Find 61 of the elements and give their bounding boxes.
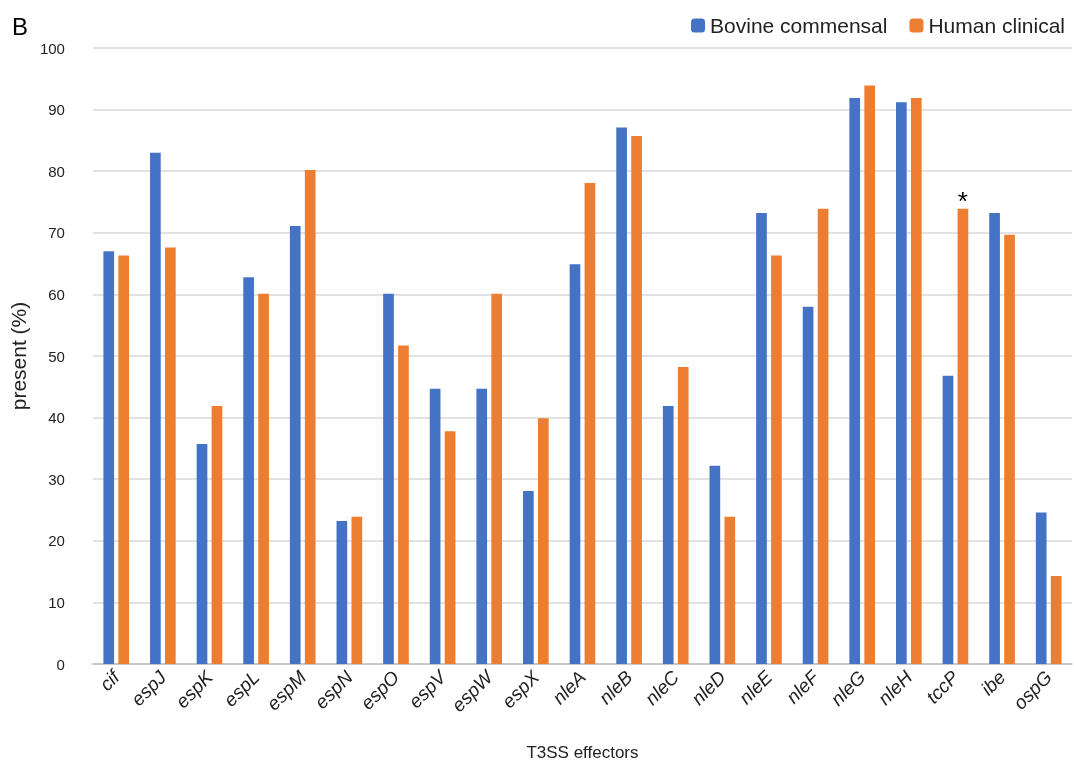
y-tick-label: 30 <box>48 470 65 488</box>
y-tick-label: 0 <box>56 655 65 673</box>
bar <box>429 388 441 664</box>
bar <box>989 213 1000 664</box>
bar <box>631 136 642 664</box>
x-axis-title: T3SS effectors <box>526 743 639 762</box>
text: B <box>12 12 29 40</box>
bar <box>289 226 301 664</box>
bar <box>569 264 581 664</box>
y-tick-label: 10 <box>48 593 65 611</box>
y-tick-label: 60 <box>48 285 65 303</box>
bar <box>1004 234 1015 664</box>
bar <box>336 521 348 664</box>
bar <box>709 465 721 664</box>
bar <box>771 255 782 664</box>
bar <box>724 516 736 664</box>
bar <box>165 247 176 664</box>
bar <box>444 431 456 664</box>
bar <box>476 388 488 664</box>
bar <box>243 277 254 664</box>
y-tick-label: 20 <box>48 532 65 550</box>
bar <box>616 127 627 664</box>
legend-label: Human clinical <box>928 14 1066 37</box>
bar <box>351 516 363 664</box>
y-tick-label: 50 <box>48 347 65 365</box>
bar <box>584 182 596 664</box>
bar <box>756 213 767 664</box>
bar <box>1035 512 1047 664</box>
legend-label: Bovine commensal <box>710 14 888 37</box>
y-tick-label: 40 <box>48 409 65 427</box>
bar <box>1050 575 1062 664</box>
bar <box>103 251 115 664</box>
x-tick-label: cif <box>95 665 125 695</box>
bar <box>802 306 814 664</box>
bar <box>910 97 922 664</box>
bar <box>662 405 674 664</box>
bar <box>258 293 269 664</box>
bar <box>677 367 689 664</box>
bar <box>383 293 394 664</box>
y-tick-label: 70 <box>48 224 65 242</box>
bar <box>896 102 907 664</box>
y-tick-label: 80 <box>48 162 65 180</box>
bar <box>817 208 829 664</box>
y-tick-label: 100 <box>39 39 65 57</box>
bar <box>150 152 161 664</box>
bar <box>523 490 534 664</box>
bar <box>304 169 316 664</box>
bar <box>211 405 223 664</box>
bar <box>491 293 503 664</box>
bar <box>196 444 208 664</box>
annotation: * <box>957 185 968 216</box>
bar <box>398 345 409 664</box>
bar <box>957 208 969 664</box>
bar <box>942 375 954 664</box>
y-axis-title: present (%) <box>7 301 30 411</box>
x-tick-label: ibe <box>976 666 1010 700</box>
bar <box>864 85 876 664</box>
bar <box>849 97 861 664</box>
bar <box>537 418 549 664</box>
bar <box>118 255 130 664</box>
y-tick-label: 90 <box>48 101 65 119</box>
